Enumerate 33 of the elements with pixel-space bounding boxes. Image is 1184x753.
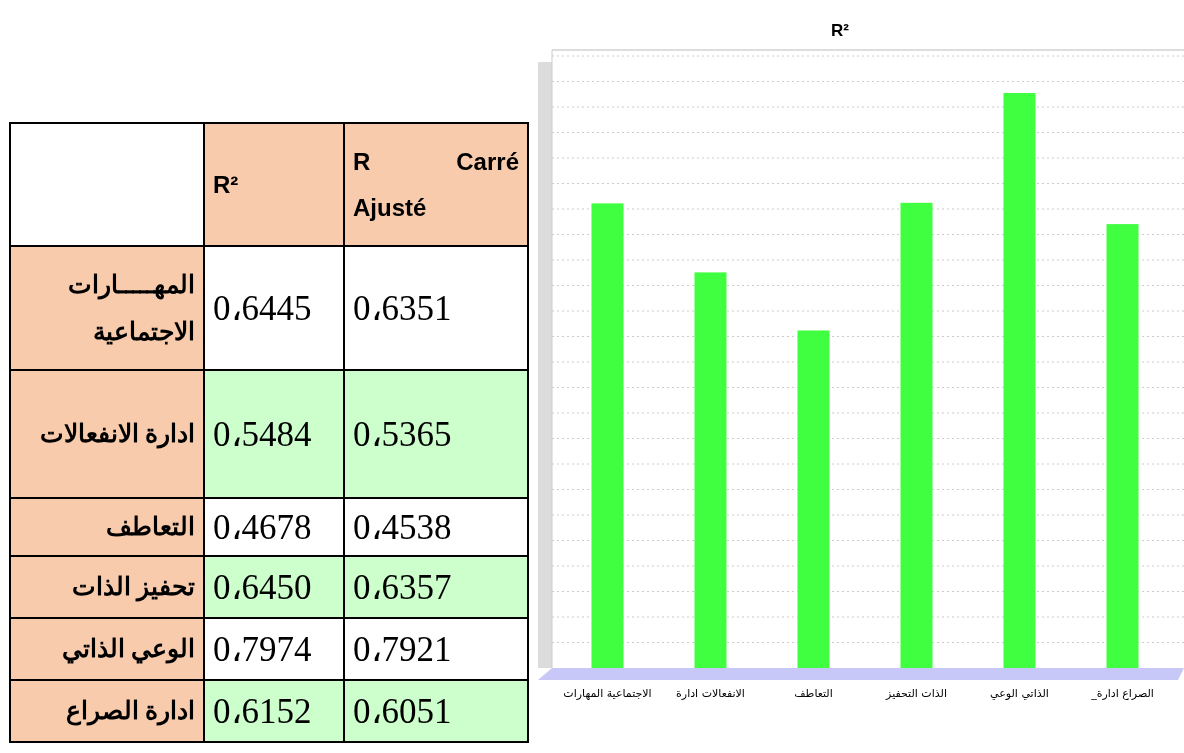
x-tick-label: التعاطف <box>794 687 833 700</box>
bar <box>1003 93 1036 668</box>
text: 0،6351 <box>353 288 452 328</box>
x-tick-label: الصراع ادارة_ <box>1090 687 1154 700</box>
bar <box>694 272 727 668</box>
chart-title: R² <box>831 21 850 40</box>
text: 0،6450 <box>213 567 312 607</box>
category-label: الوعي الذاتي <box>61 635 195 663</box>
category-label: تحفيز الذات <box>71 573 195 601</box>
text: 0،6357 <box>353 567 452 607</box>
x-tick-label: الاجتماعية المهارات <box>563 687 652 700</box>
category-label: R Carré Ajusté <box>344 123 528 246</box>
bar <box>1106 224 1139 668</box>
text: 0،6152 <box>213 691 312 731</box>
x-tick-label: الذات التحفيز <box>885 687 947 700</box>
text: 0،7974 <box>213 629 312 669</box>
category-label: ادارة الانفعالات <box>39 420 195 448</box>
category-label: المهـــــارات الاجتماعية <box>68 270 195 345</box>
category-label: ادارة الصراع <box>65 697 195 725</box>
text: 0،5365 <box>353 414 452 454</box>
text: 0،4538 <box>353 507 452 547</box>
text: 0،6051 <box>353 691 452 731</box>
x-tick-label: الانفعالات ادارة <box>676 687 745 700</box>
text: 0،4678 <box>213 507 312 547</box>
text: 0،5484 <box>213 414 312 454</box>
text: 0،6445 <box>213 288 312 328</box>
category-label: R² <box>204 123 344 246</box>
bar <box>591 203 624 668</box>
bar <box>900 202 933 668</box>
text: 0،7921 <box>353 629 452 669</box>
bar <box>797 330 830 668</box>
category-label: التعاطف <box>106 513 195 541</box>
x-tick-label: الذاتي الوعي <box>990 687 1049 700</box>
